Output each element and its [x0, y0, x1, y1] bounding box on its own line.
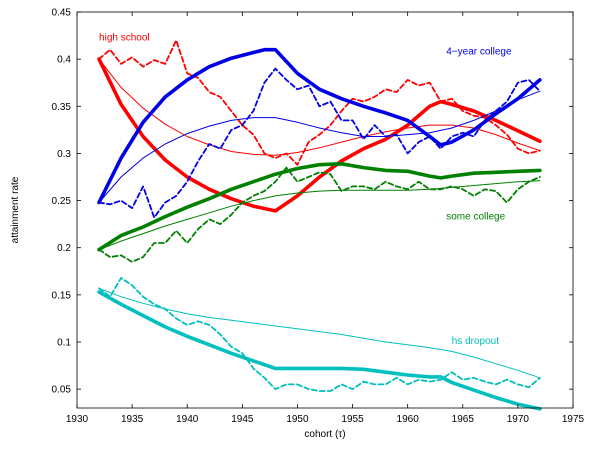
hs-dropout-dashed-line: [98, 276, 541, 392]
some-college-thin-line: [98, 180, 541, 251]
y-tick-label: 0.4: [57, 55, 71, 66]
y-tick-label: 0.25: [52, 196, 72, 207]
series-label-some-college: some college: [446, 211, 505, 222]
x-tick-label: 1940: [176, 414, 199, 425]
series-layer: [97, 39, 542, 411]
plot-area: [77, 12, 573, 408]
series-4-year-college: [97, 47, 542, 219]
x-tick-label: 1965: [452, 414, 475, 425]
y-tick-label: 0.3: [57, 149, 71, 160]
x-axis-title: cohort (τ): [304, 429, 345, 440]
x-tick-label: 1950: [286, 414, 309, 425]
high-school-thick-line: [97, 57, 542, 213]
y-axis-title: attainment rate: [10, 176, 21, 243]
x-tick-label: 1930: [66, 414, 89, 425]
series-high-school: [97, 39, 542, 213]
y-tick-label: 0.35: [52, 102, 72, 113]
high-school-thin-line: [98, 58, 541, 156]
4-year-college-thin-line: [98, 90, 541, 203]
y-tick-label: 0.45: [52, 8, 72, 19]
y-tick-label: 0.2: [57, 243, 71, 254]
x-tick-label: 1955: [341, 414, 364, 425]
x-tick-label: 1945: [231, 414, 254, 425]
series-label-layer: high school 4−year college some college hs …: [99, 32, 512, 347]
x-tick-label: 1935: [121, 414, 144, 425]
high-school-dashed-line: [98, 39, 541, 166]
tick-layer: 1930 1935 1940 1945 1950 1955 1960 1965 1970 1975…: [52, 8, 585, 426]
4-year-college-thick-line: [97, 47, 542, 205]
y-tick-label: 0.05: [52, 385, 72, 396]
x-tick-label: 1960: [397, 414, 420, 425]
some-college-thick-line: [97, 162, 542, 252]
4-year-college-dashed-line: [98, 67, 541, 219]
series-hs-dropout: [97, 276, 542, 411]
x-tick-label: 1970: [507, 414, 530, 425]
hs-dropout-thin-line: [98, 287, 541, 379]
y-tick-label: 0.15: [52, 290, 72, 301]
axes-box: [76, 11, 574, 409]
x-tick-label: 1975: [562, 414, 585, 425]
some-college-dashed-line: [98, 166, 541, 263]
series-label-hs-dropout: hs dropout: [452, 336, 499, 347]
series-label-4-year-college: 4−year college: [446, 46, 512, 57]
y-tick-label: 0.1: [57, 338, 71, 349]
hs-dropout-thick-line: [97, 290, 542, 411]
series-some-college: [97, 162, 542, 263]
series-label-high-school: high school: [99, 32, 150, 43]
